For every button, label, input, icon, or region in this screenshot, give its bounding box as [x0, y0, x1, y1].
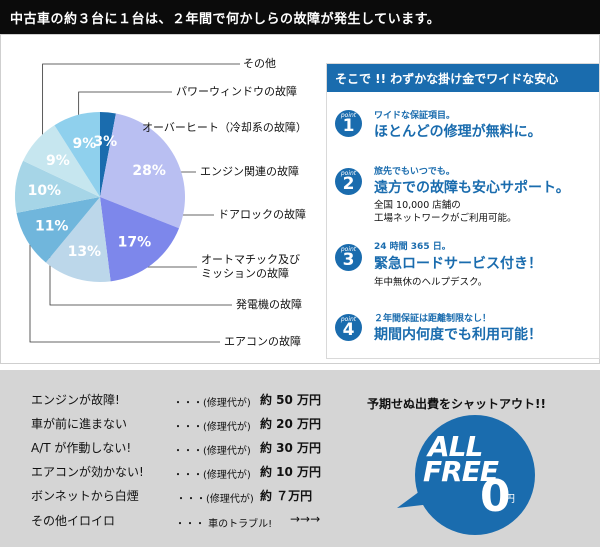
cost-note-aircon: ・・・(修理代が) [173, 470, 251, 481]
pie-chart: 3% 28% 17% 13% 11% 10% 9%9% [15, 63, 240, 343]
pie-slice [16, 197, 100, 263]
cost-note-at: ・・・(修理代が) [173, 446, 251, 457]
panel-title: そこで !! わずかな掛け金でワイドな安心 [335, 72, 559, 86]
point-3-sub: 24 時間 365 日。 [374, 242, 451, 252]
point-badge-1: point 1 [335, 110, 362, 137]
cost-amount-drive: 約 20 万円 [260, 417, 322, 431]
leader-line [42, 63, 240, 147]
header-bar: 中古車の約３台に１台は、２年間で何かしらの故障が発生しています。 [0, 0, 600, 34]
leader-line [78, 91, 172, 124]
legend-door-lock: ドアロックの故障 [218, 208, 306, 221]
pie-slice [100, 113, 185, 229]
pie-labels: 3% 28% 17% 13% 11% 10% 9%9% [28, 134, 166, 260]
point-4-sub: ２年間保証は距離制限なし！ [374, 314, 492, 324]
legend-generator: 発電機の故障 [236, 298, 302, 311]
legend-engine: エンジン関連の故障 [200, 165, 299, 178]
point-1-sub: ワイドな保証項目。 [374, 111, 456, 121]
point-badge-2: point 2 [335, 168, 362, 195]
legend-mission-line1: オートマチック及び [201, 253, 300, 266]
benefit-panel: そこで !! わずかな掛け金でワイドな安心 point 1 ワイドな保証項目。 ほ… [326, 63, 600, 359]
cost-arrows-other: →→→ [290, 512, 321, 526]
pie-label: 17% [118, 234, 152, 250]
all-free-line2: FREE [423, 455, 499, 488]
legend-aircon: エアコンの故障 [224, 335, 301, 348]
cost-label-engine: エンジンが故障! [31, 393, 120, 407]
point-2-sub: 旅先でもいつでも。 [374, 167, 455, 177]
legend-overheat: オーバーヒート（冷却系の故障） [142, 121, 307, 134]
pie-label: 28% [132, 163, 166, 179]
cost-label-aircon: エアコンが効かない! [31, 465, 144, 479]
cost-note-drive: ・・・(修理代が) [173, 422, 251, 433]
point-badge-3: point 3 [335, 244, 362, 271]
pie-slice [45, 197, 111, 282]
point-3-note-1: 年中無休のヘルプデスク。 [374, 277, 488, 288]
yen-unit: 円 [505, 494, 515, 505]
legend-power-window: パワーウィンドウの故障 [176, 85, 297, 98]
point-badge-4: point 4 [335, 314, 362, 341]
point-2-title: 遠方での故障も安心サポート。 [374, 180, 570, 196]
cost-amount-engine: 約 50 万円 [260, 393, 322, 407]
pie-label: 9% [72, 136, 96, 152]
pie-slice [100, 112, 116, 197]
pie-label: 13% [68, 244, 102, 260]
point-3-title: 緊急ロードサービス付き！ [374, 256, 542, 272]
point-4-title: 期間内何度でも利用可能！ [374, 327, 542, 343]
cost-amount-smoke: 約 ７万円 [260, 489, 313, 503]
cost-label-drive: 車が前に進まない [31, 417, 128, 431]
cost-label-at: A/T が作動しない! [31, 441, 132, 455]
cost-label-other: その他イロイロ [31, 514, 116, 528]
pie-label: 9% [46, 153, 70, 169]
pie-label: 10% [28, 183, 62, 199]
point-2-note-2: 工場ネットワークがご利用可能。 [374, 213, 517, 224]
pie-slices [15, 112, 185, 282]
all-free-line1: ALL [428, 430, 483, 463]
panel-header: そこで !! わずかな掛け金でワイドな安心 [327, 64, 599, 92]
cost-note-smoke: ・・・(修理代が) [176, 494, 254, 505]
all-free-bubble [415, 415, 535, 535]
pie-label: 11% [35, 219, 69, 235]
cost-note-engine: ・・・(修理代が) [173, 398, 251, 409]
pie-slice [100, 197, 180, 282]
pie-slice [23, 125, 101, 197]
cost-amount-at: 約 30 万円 [260, 441, 322, 455]
pie-slice [15, 160, 101, 213]
pie-label: 3% [93, 134, 117, 150]
zero-yen-number: 0 [480, 471, 511, 522]
promo-headline: 予期せぬ出費をシャットアウト!! [367, 397, 546, 411]
point-1-title: ほとんどの修理が無料に。 [374, 124, 542, 140]
bubble-tail [397, 480, 435, 508]
cost-amount-aircon: 約 10 万円 [260, 465, 322, 479]
legend-mission-line2: ミッションの故障 [201, 267, 289, 280]
cost-note-other: ・・・ 車のトラブル! [175, 519, 273, 530]
legend-other: その他 [243, 57, 276, 70]
cost-label-smoke: ボンネットから白煙 [31, 489, 139, 503]
pie-slice [54, 112, 100, 197]
point-2-note-1: 全国 10,000 店舗の [374, 200, 461, 211]
header-title: 中古車の約３台に１台は、２年間で何かしらの故障が発生しています。 [10, 12, 441, 27]
